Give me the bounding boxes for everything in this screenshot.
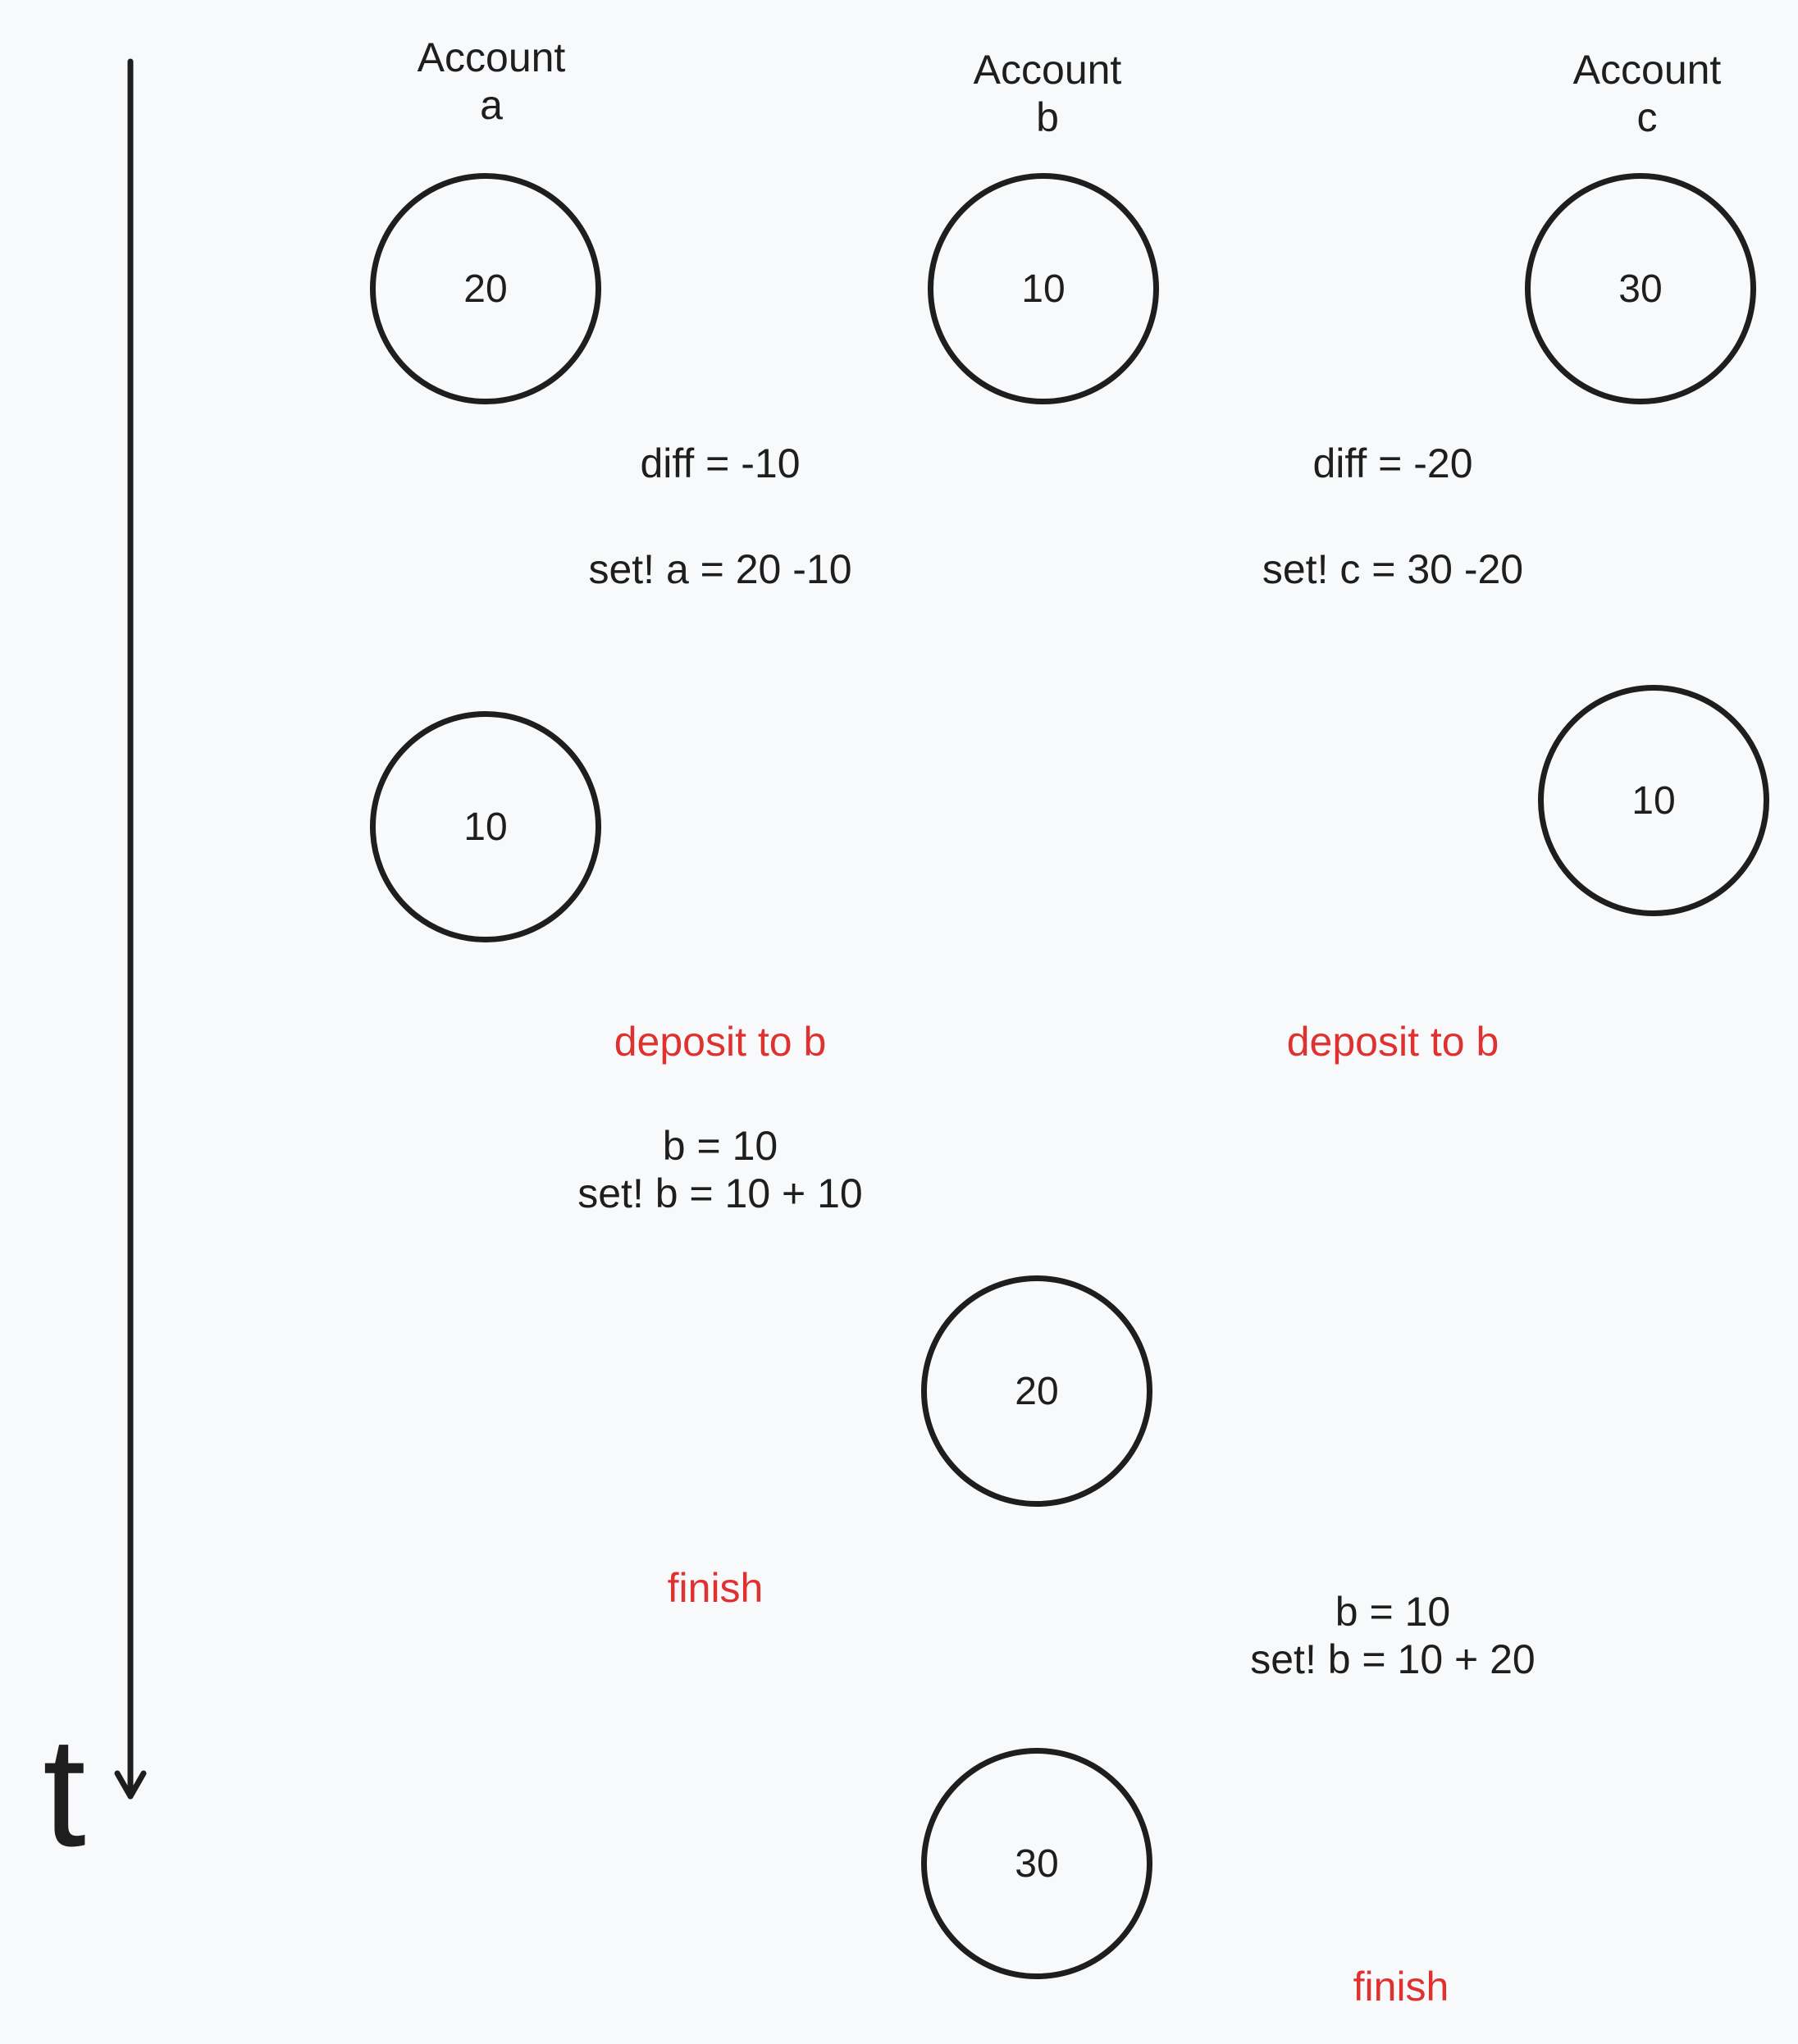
transfer-a-deposit-steps: b = 10 set! b = 10 + 10 — [577, 1122, 863, 1217]
account-a-header: Account a — [418, 34, 566, 129]
transfer-a-diff: diff = -10 — [640, 440, 801, 486]
transfer-c-deposit-steps: b = 10 set! b = 10 + 20 — [1250, 1588, 1536, 1683]
transfer-c-finish: finish — [1353, 1964, 1449, 2010]
account-a-after-balance: 10 — [370, 711, 601, 942]
transfer-a-read: b = 10 — [662, 1123, 778, 1169]
account-c-after-balance: 10 — [1538, 685, 1769, 916]
account-c-initial-balance: 30 — [1525, 173, 1756, 404]
account-b-header: Account b — [974, 46, 1122, 141]
account-c-header: Account c — [1573, 46, 1722, 141]
transfer-a-set: set! a = 20 -10 — [588, 546, 852, 592]
account-b-initial-balance: 10 — [928, 173, 1159, 404]
account-b-final-balance: 30 — [921, 1748, 1152, 1979]
account-a-header-line2: a — [480, 82, 503, 128]
account-b-header-line1: Account — [973, 47, 1122, 93]
account-c-header-line2: c — [1636, 94, 1658, 140]
transfer-c-read: b = 10 — [1335, 1589, 1451, 1635]
transfer-a-deposit: deposit to b — [614, 1019, 827, 1065]
account-c-header-line1: Account — [1572, 47, 1722, 93]
transfer-c-deposit: deposit to b — [1286, 1019, 1499, 1065]
transfer-a-finish: finish — [667, 1565, 764, 1611]
account-a-header-line1: Account — [417, 34, 566, 80]
transfer-a-write: set! b = 10 + 10 — [577, 1170, 863, 1216]
transfer-c-diff: diff = -20 — [1312, 440, 1473, 486]
transfer-c-write: set! b = 10 + 20 — [1250, 1636, 1536, 1682]
time-axis-arrowhead — [114, 1770, 147, 1800]
account-b-header-line2: b — [1036, 94, 1059, 140]
transfer-c-set: set! c = 30 -20 — [1262, 546, 1524, 592]
account-a-initial-balance: 20 — [370, 173, 601, 404]
account-b-first-deposit-balance: 20 — [921, 1275, 1152, 1507]
time-axis-label: t — [43, 1705, 86, 1879]
